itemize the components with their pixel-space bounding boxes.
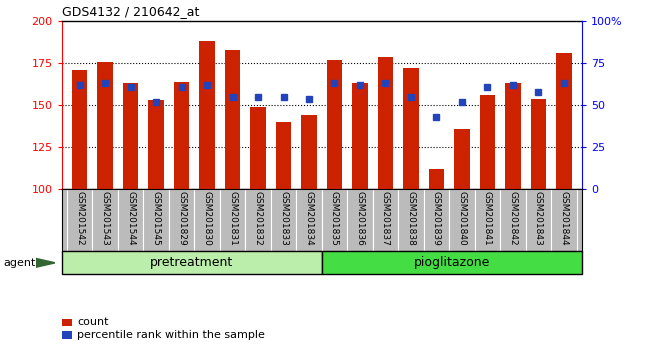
Bar: [92, 189, 118, 251]
Bar: [556, 53, 571, 189]
Text: GSM201843: GSM201843: [534, 191, 543, 246]
Bar: [194, 189, 220, 251]
Bar: [118, 189, 143, 251]
Text: GSM201834: GSM201834: [304, 191, 313, 246]
Bar: [276, 122, 291, 189]
Bar: [372, 189, 398, 251]
Text: pioglitazone: pioglitazone: [413, 256, 490, 269]
Bar: [398, 189, 424, 251]
Bar: [302, 115, 317, 189]
Bar: [347, 189, 372, 251]
Bar: [169, 189, 194, 251]
Bar: [449, 189, 474, 251]
Bar: [352, 84, 368, 189]
Bar: [174, 82, 189, 189]
Bar: [98, 62, 112, 189]
Text: GSM201836: GSM201836: [356, 191, 365, 246]
Bar: [378, 57, 393, 189]
Text: count: count: [77, 318, 109, 327]
Bar: [148, 100, 164, 189]
Bar: [72, 70, 87, 189]
Bar: [424, 189, 449, 251]
Bar: [526, 189, 551, 251]
Bar: [271, 189, 296, 251]
Bar: [403, 68, 419, 189]
Text: GSM201545: GSM201545: [151, 191, 161, 246]
Bar: [62, 319, 72, 326]
Bar: [143, 189, 169, 251]
Bar: [62, 251, 322, 274]
Bar: [454, 129, 469, 189]
Text: pretreatment: pretreatment: [150, 256, 233, 269]
Text: GSM201844: GSM201844: [560, 191, 568, 246]
Text: GSM201840: GSM201840: [458, 191, 467, 246]
Bar: [322, 251, 582, 274]
Text: GSM201543: GSM201543: [101, 191, 110, 246]
Bar: [429, 169, 444, 189]
Bar: [200, 41, 214, 189]
Bar: [123, 84, 138, 189]
Bar: [500, 189, 526, 251]
Text: GDS4132 / 210642_at: GDS4132 / 210642_at: [62, 5, 199, 18]
Text: GSM201837: GSM201837: [381, 191, 390, 246]
Bar: [474, 189, 500, 251]
Text: GSM201835: GSM201835: [330, 191, 339, 246]
Text: GSM201829: GSM201829: [177, 191, 186, 246]
Polygon shape: [36, 258, 55, 267]
Text: GSM201841: GSM201841: [483, 191, 492, 246]
Bar: [62, 331, 72, 339]
Text: agent: agent: [3, 258, 36, 268]
Bar: [531, 98, 546, 189]
Bar: [505, 84, 521, 189]
Bar: [327, 60, 342, 189]
Bar: [220, 189, 245, 251]
Bar: [480, 95, 495, 189]
Bar: [296, 189, 322, 251]
Text: GSM201542: GSM201542: [75, 191, 84, 246]
Bar: [225, 50, 240, 189]
Bar: [322, 189, 347, 251]
Text: GSM201830: GSM201830: [203, 191, 211, 246]
Bar: [250, 107, 266, 189]
Text: GSM201839: GSM201839: [432, 191, 441, 246]
Bar: [551, 189, 577, 251]
Text: GSM201833: GSM201833: [279, 191, 288, 246]
Bar: [245, 189, 271, 251]
Text: GSM201838: GSM201838: [406, 191, 415, 246]
Bar: [67, 189, 92, 251]
Text: GSM201544: GSM201544: [126, 191, 135, 246]
Text: GSM201842: GSM201842: [508, 191, 517, 246]
Text: GSM201831: GSM201831: [228, 191, 237, 246]
Text: GSM201832: GSM201832: [254, 191, 263, 246]
Text: percentile rank within the sample: percentile rank within the sample: [77, 330, 265, 340]
